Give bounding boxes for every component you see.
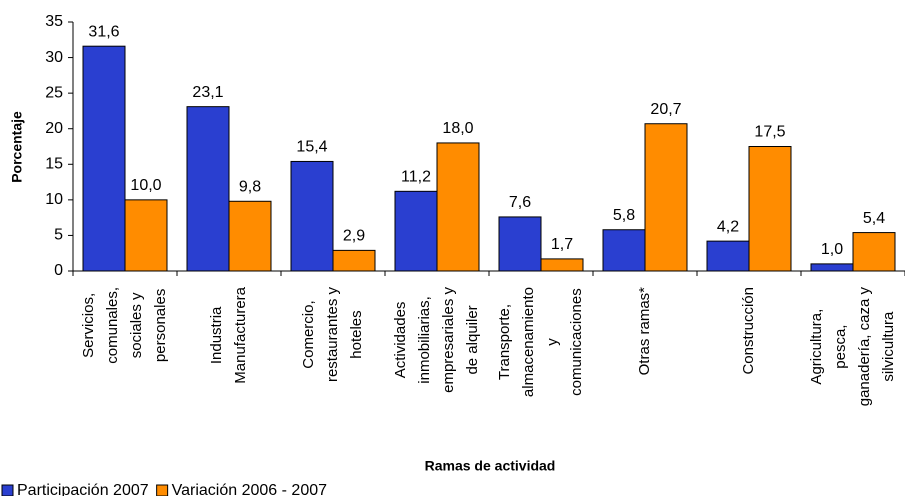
bar [498, 216, 542, 272]
legend-label: Variación 2006 - 2007 [172, 482, 327, 496]
legend-label: Participación 2007 [17, 482, 149, 496]
legend-swatch [1, 484, 14, 496]
x-tick-label: Comercio, restaurantes y hoteles [300, 287, 365, 383]
value-label: 18,0 [442, 120, 473, 137]
bar [186, 106, 230, 272]
bar [290, 160, 334, 272]
value-label: 9,8 [239, 178, 261, 195]
bar [706, 240, 750, 272]
x-axis-title: Ramas de actividad [425, 458, 556, 474]
value-label: 1,0 [821, 241, 843, 258]
y-tick-label: 25 [45, 84, 63, 101]
bar [228, 200, 272, 272]
y-tick-label: 0 [54, 262, 63, 279]
x-tick-label: Servicios, comunales, sociales y persona… [80, 287, 169, 364]
value-label: 17,5 [754, 124, 785, 141]
y-tick-label: 30 [45, 49, 63, 66]
value-label: 1,7 [551, 236, 573, 253]
bar [852, 232, 896, 272]
category-label-box: Servicios, comunales, sociales y persona… [73, 287, 177, 458]
bar [748, 146, 792, 272]
x-tick-label: Otras ramas* [636, 287, 653, 376]
value-label: 4,2 [717, 218, 739, 235]
y-tick-label: 15 [45, 156, 63, 173]
x-tick-label: Construcción [740, 287, 757, 375]
x-tick-label: Agricultura, pesca, ganadería, caza y si… [808, 287, 897, 407]
category-label-box: Comercio, restaurantes y hoteles [281, 287, 385, 458]
value-label: 5,8 [613, 207, 635, 224]
category-label-box: Otras ramas* [593, 287, 697, 458]
category-label-box: Actividades inmobiliarias, empresariales… [385, 287, 489, 458]
bar [332, 249, 376, 272]
category-label-box: Industria Manufacturera [177, 287, 281, 458]
bar [82, 45, 126, 272]
bar [124, 199, 168, 272]
y-tick-label: 5 [54, 227, 63, 244]
value-label: 20,7 [650, 101, 681, 118]
value-label: 15,4 [296, 139, 327, 156]
x-tick-label: Industria Manufacturera [208, 287, 249, 384]
x-tick-label: Actividades inmobiliarias, empresariales… [392, 287, 481, 393]
category-labels: Servicios, comunales, sociales y persona… [73, 287, 905, 458]
y-tick-label: 20 [45, 120, 63, 137]
y-tick-label: 35 [45, 13, 63, 30]
value-label: 11,2 [401, 169, 431, 186]
x-tick-label: Transporte, almacenamiento y comunicacio… [496, 287, 585, 398]
bar [602, 229, 646, 272]
value-label: 10,0 [130, 177, 161, 194]
bar [540, 258, 584, 272]
value-label: 7,6 [509, 194, 531, 211]
y-tick-label: 10 [45, 191, 63, 208]
value-label: 31,6 [88, 23, 119, 40]
legend-swatch [156, 484, 169, 496]
bar [644, 123, 688, 272]
value-label: 23,1 [192, 84, 223, 101]
category-label-box: Construcción [697, 287, 801, 458]
y-axis-title: Porcentaje [9, 111, 25, 183]
category-label-box: Transporte, almacenamiento y comunicacio… [489, 287, 593, 458]
value-label: 5,4 [863, 210, 885, 227]
category-label-box: Agricultura, pesca, ganadería, caza y si… [801, 287, 905, 458]
value-label: 2,9 [343, 228, 365, 245]
bar [436, 142, 480, 272]
